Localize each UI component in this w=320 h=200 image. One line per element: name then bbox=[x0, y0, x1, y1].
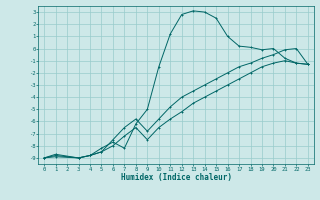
X-axis label: Humidex (Indice chaleur): Humidex (Indice chaleur) bbox=[121, 173, 231, 182]
